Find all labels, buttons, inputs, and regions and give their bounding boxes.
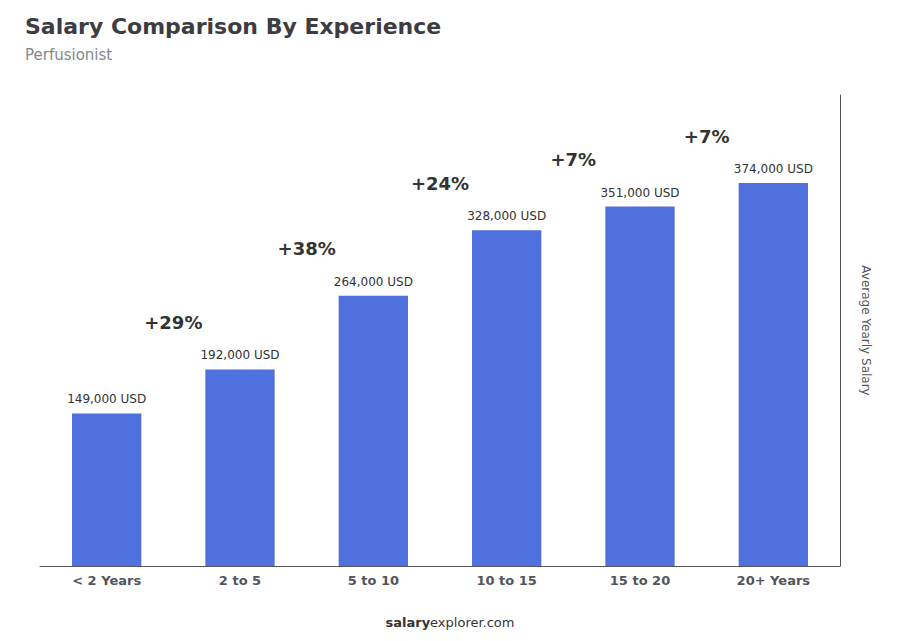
svg-text:Salary Comparison By Experienc: Salary Comparison By Experience bbox=[25, 14, 441, 39]
svg-text:+24%: +24% bbox=[411, 173, 469, 194]
svg-text:15 to 20: 15 to 20 bbox=[610, 573, 670, 588]
svg-text:+7%: +7% bbox=[551, 149, 597, 170]
svg-text:explorer.com: explorer.com bbox=[430, 615, 514, 630]
svg-text:2 to 5: 2 to 5 bbox=[219, 573, 261, 588]
svg-text:Average Yearly Salary: Average Yearly Salary bbox=[859, 265, 873, 395]
svg-text:149,000 USD: 149,000 USD bbox=[67, 392, 146, 406]
svg-text:5 to 10: 5 to 10 bbox=[348, 573, 399, 588]
svg-text:192,000 USD: 192,000 USD bbox=[200, 348, 279, 362]
svg-text:< 2 Years: < 2 Years bbox=[72, 573, 141, 588]
svg-text:+7%: +7% bbox=[684, 126, 730, 147]
svg-text:Perfusionist: Perfusionist bbox=[25, 46, 112, 64]
svg-text:salary: salary bbox=[385, 615, 430, 630]
svg-text:+38%: +38% bbox=[278, 238, 336, 259]
svg-text:10 to 15: 10 to 15 bbox=[476, 573, 536, 588]
svg-text:328,000 USD: 328,000 USD bbox=[467, 209, 546, 223]
svg-text:264,000 USD: 264,000 USD bbox=[334, 275, 413, 289]
svg-text:351,000 USD: 351,000 USD bbox=[600, 186, 679, 200]
svg-text:+29%: +29% bbox=[144, 312, 202, 333]
svg-text:20+ Years: 20+ Years bbox=[737, 573, 811, 588]
svg-text:374,000 USD: 374,000 USD bbox=[734, 162, 813, 176]
